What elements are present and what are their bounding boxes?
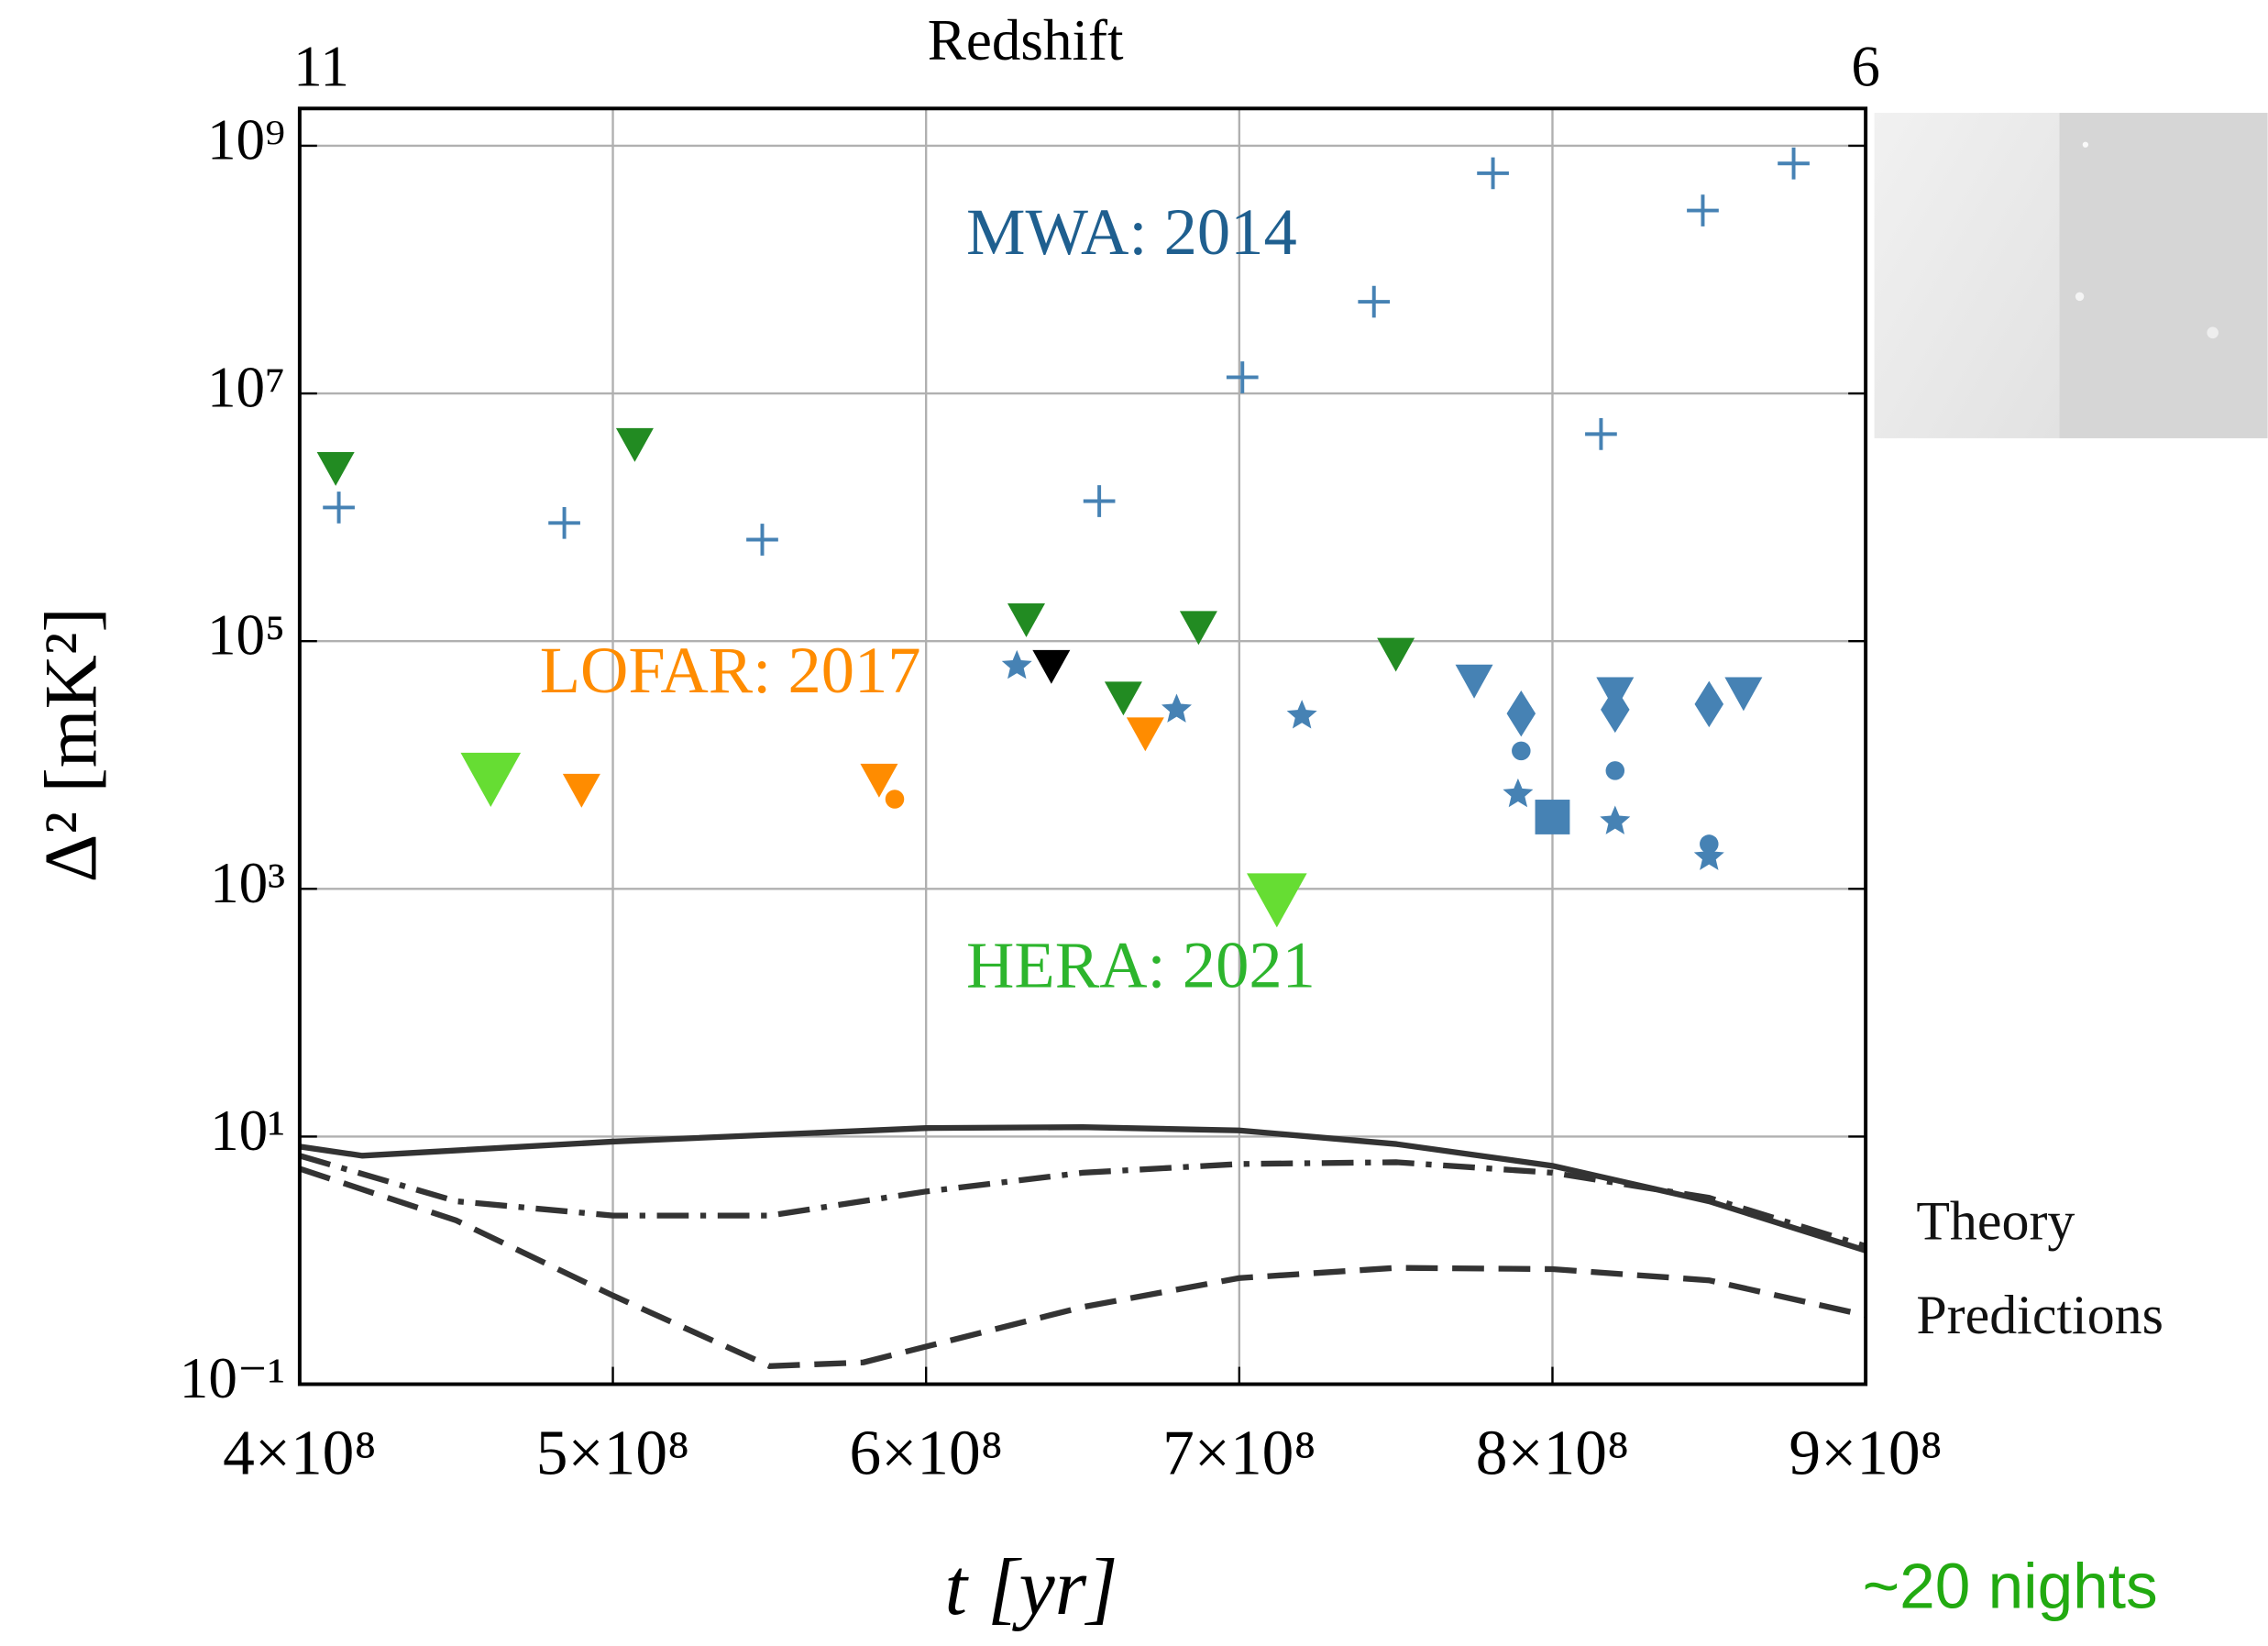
thumbnail-star [2082,141,2089,148]
plus-marker [1083,485,1116,517]
x-tick-label: 4×10⁸ [223,1418,376,1488]
star-marker [1693,841,1724,870]
star-marker [1600,805,1631,834]
triangle-marker [1377,637,1415,672]
circle-marker [1512,741,1531,761]
triangle-marker [860,763,898,798]
y-tick-label: 10⁷ [207,356,285,420]
star-marker [1161,693,1193,723]
star-marker [1503,778,1534,808]
triangle-marker [1032,649,1071,684]
y-label: Δ² [mK²] [28,607,112,882]
annotation: Predictions [1916,1285,2163,1345]
x-tick-label: 6×10⁸ [849,1418,1002,1488]
triangle-marker [615,427,654,462]
plus-marker [1226,361,1259,393]
x2-tick-label: 11 [293,34,349,98]
triangle-marker [1455,664,1493,699]
y-tick-label: 10¹ [210,1099,285,1163]
series-label: MWA: 2014 [966,194,1297,269]
plus-marker [1687,194,1719,226]
diamond-marker [1694,680,1724,728]
triangle-marker [1179,611,1217,646]
star-marker [1286,700,1317,729]
x2-tick-label: 6 [1851,34,1880,98]
theory-line [298,1165,1866,1369]
thumbnail-star [2075,292,2085,302]
thumbnail-left [1874,113,2060,438]
series-label: HERA: 2021 [966,928,1316,1002]
star-marker [1001,649,1032,679]
x-tick-label: 8×10⁸ [1476,1418,1629,1488]
triangle-marker [562,773,600,808]
y-tick-label: 10³ [210,851,285,915]
triangle-marker [1104,681,1142,716]
triangle-marker [460,752,522,807]
theory-line [299,1153,1867,1250]
plus-marker [1585,417,1617,450]
diamond-marker [1601,686,1630,734]
plus-marker [1358,285,1391,318]
x-label: t [yr] [945,1542,1118,1632]
circle-marker [885,790,905,809]
circle-marker [1605,761,1625,780]
plus-marker [1778,147,1810,180]
plot-frame [297,106,1868,1386]
circle-marker [1700,834,1719,854]
x-tick-label: 9×10⁸ [1789,1418,1942,1488]
triangle-marker [316,451,355,486]
thumbnail-star [2207,326,2218,339]
y-tick-label: 10⁹ [207,107,285,171]
theory-line [299,1124,1867,1254]
series-label: LOFAR: 2017 [540,633,921,707]
x-tick-label: 7×10⁸ [1162,1418,1316,1488]
annotation: Theory [1916,1190,2075,1251]
triangle-marker [1724,677,1763,712]
diamond-marker [1506,690,1536,737]
plus-marker [323,492,355,524]
square-marker [1535,800,1570,834]
triangle-marker [1007,602,1046,637]
triangle-marker [1126,717,1164,752]
x-tick-label: 5×10⁸ [536,1418,689,1488]
thumbnail-right [2059,113,2268,438]
y-tick-label: 10⁵ [207,603,285,668]
y-tick-label: 10⁻¹ [180,1346,285,1410]
plus-marker [746,524,778,556]
triangle-marker [1247,873,1307,928]
plus-marker [1477,157,1509,190]
plus-marker [548,506,580,539]
annotation: ~20 nights [1863,1550,2158,1621]
x2-label: Redshift [928,8,1124,72]
